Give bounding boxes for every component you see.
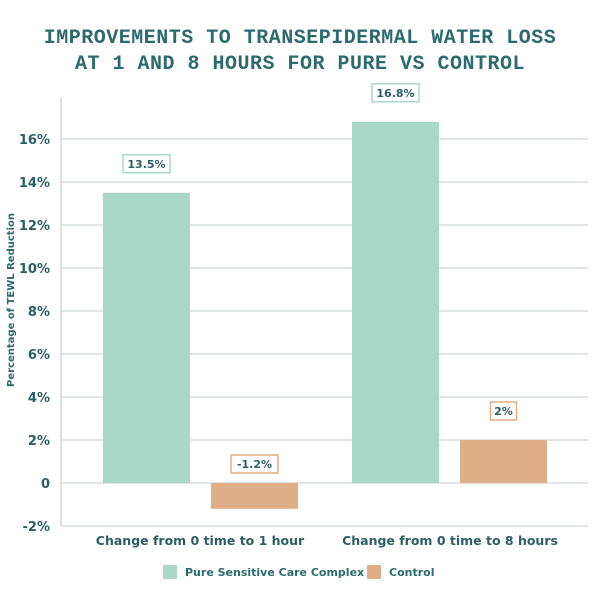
y-tick-label: -2% bbox=[23, 520, 50, 535]
y-tick-label: 2% bbox=[28, 434, 50, 449]
y-tick-label: 12% bbox=[19, 219, 50, 234]
legend-label: Pure Sensitive Care Complex bbox=[185, 566, 364, 579]
x-category-label: Change from 0 time to 1 hour bbox=[96, 533, 305, 548]
x-category-labels: Change from 0 time to 1 hour Change from … bbox=[96, 533, 558, 548]
data-label-box bbox=[230, 454, 279, 474]
y-tick-label: 16% bbox=[19, 133, 50, 148]
data-label-box bbox=[371, 83, 420, 103]
y-tick-label: 8% bbox=[28, 305, 50, 320]
data-label-box bbox=[489, 401, 518, 421]
legend: Pure Sensitive Care Complex Control bbox=[163, 565, 434, 579]
bar-control bbox=[211, 483, 298, 509]
bar-control bbox=[460, 440, 547, 483]
y-tick-label: 0 bbox=[41, 477, 50, 492]
data-label: 2% bbox=[494, 405, 513, 418]
chart-title-line-2: AT 1 AND 8 HOURS FOR PURE VS CONTROL bbox=[74, 53, 526, 76]
data-label: -1.2% bbox=[237, 458, 272, 471]
chart-title-line-1: IMPROVEMENTS TO TRANSEPIDERMAL WATER LOS… bbox=[43, 27, 557, 50]
y-tick-label: 10% bbox=[19, 262, 50, 277]
chart-title: IMPROVEMENTS TO TRANSEPIDERMAL WATER LOS… bbox=[0, 26, 600, 78]
y-axis-label: Percentage of TEWL Reduction bbox=[6, 213, 17, 387]
legend-label: Control bbox=[389, 566, 434, 579]
data-label: 13.5% bbox=[127, 158, 165, 171]
y-tick-label: 14% bbox=[19, 176, 50, 191]
legend-swatch bbox=[163, 565, 177, 579]
x-category-label: Change from 0 time to 8 hours bbox=[342, 533, 558, 548]
data-label-box bbox=[122, 154, 171, 174]
legend-swatch bbox=[367, 565, 381, 579]
data-label: 16.8% bbox=[376, 87, 414, 100]
bars: 13.5% -1.2% 16.8% 2% bbox=[103, 83, 547, 509]
y-tick-label: 6% bbox=[28, 348, 50, 363]
y-tick-label: 4% bbox=[28, 391, 50, 406]
bar-pure-sensitive-care-complex bbox=[352, 121, 439, 484]
bar-pure-sensitive-care-complex bbox=[103, 192, 190, 483]
y-tick-labels: -2% 0 2% 4% 6% 8% 10% 12% 14% 16% bbox=[19, 133, 50, 535]
